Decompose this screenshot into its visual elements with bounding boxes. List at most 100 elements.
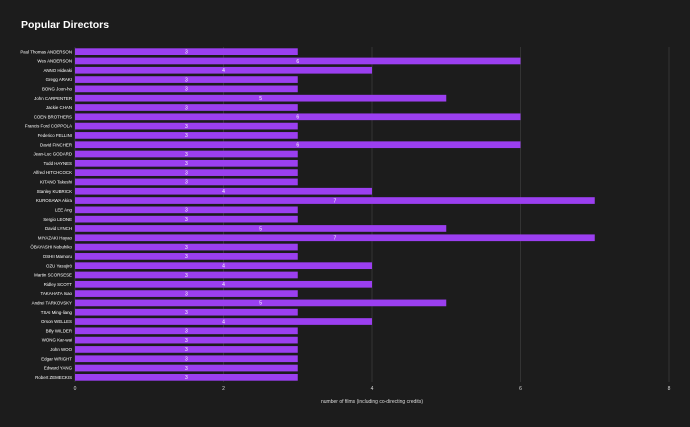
x-tick-label: 2 [222, 386, 225, 392]
category-label: TSAI Ming-liang [41, 310, 73, 315]
data-label: 3 [185, 366, 188, 372]
category-label: LEE Ang [55, 207, 73, 212]
category-label: Edgar WRIGHT [41, 356, 72, 361]
bar [75, 355, 298, 363]
category-label: ANNO Hideaki [43, 68, 72, 73]
category-label: Todd HAYNES [44, 161, 73, 166]
category-label: TAKAHATA Isao [41, 291, 73, 296]
data-label: 4 [222, 189, 225, 195]
bar [75, 178, 298, 186]
data-label: 3 [185, 338, 188, 344]
data-label: 3 [185, 208, 188, 214]
data-label: 3 [185, 87, 188, 93]
data-label: 3 [185, 152, 188, 158]
category-label: Sergio LEONE [43, 217, 72, 222]
data-label: 3 [185, 170, 188, 176]
data-label: 4 [222, 319, 225, 325]
bar [75, 76, 298, 83]
bar [75, 66, 372, 74]
bar [75, 327, 298, 335]
bar [75, 364, 298, 372]
bar [75, 243, 298, 251]
category-label: Francis Ford COPPOLA [25, 124, 72, 129]
category-label: OZU Yasujirō [46, 263, 73, 268]
category-label: OSHII Mamoru [43, 254, 73, 259]
bar [75, 197, 595, 204]
category-label: David LYNCH [45, 226, 72, 231]
data-label: 3 [185, 77, 188, 83]
chart-title: Popular Directors [21, 19, 110, 31]
category-label: Wes ANDERSON [37, 59, 72, 64]
category-label: Martin SCORSESE [34, 273, 72, 278]
data-label: 3 [185, 329, 188, 335]
category-label: Robert ZEMECKIS [35, 375, 72, 380]
bar [75, 280, 372, 288]
data-label: 7 [333, 236, 336, 242]
category-label: Paul Thomas ANDERSON [20, 49, 72, 54]
bar [75, 346, 298, 353]
bar [75, 215, 298, 223]
bar [75, 48, 298, 56]
category-label: KUROSAWA Akira [36, 198, 73, 203]
x-tick-label: 6 [519, 386, 522, 392]
category-label: Edward YANG [44, 366, 73, 371]
data-label: 3 [185, 245, 188, 251]
data-label: 3 [185, 273, 188, 279]
data-label: 6 [296, 115, 299, 121]
data-label: 3 [185, 254, 188, 260]
x-axis-label: number of films (including co-directing … [321, 399, 423, 405]
data-label: 5 [259, 96, 262, 102]
data-label: 5 [259, 301, 262, 307]
bar [75, 169, 298, 176]
bar [75, 187, 372, 195]
bar [75, 271, 298, 279]
bar [75, 104, 298, 111]
category-label: COEN BROTHERS [34, 114, 72, 119]
bar [75, 94, 447, 102]
category-label: Stanley KUBRICK [37, 189, 72, 194]
category-label: John CARPENTER [34, 96, 72, 101]
bar [75, 318, 372, 325]
data-label: 3 [185, 217, 188, 223]
data-label: 3 [185, 49, 188, 55]
bar [75, 299, 447, 307]
category-label: KITANO Takeshi [40, 180, 72, 185]
category-label: ŌBAYASHI Nobuhiko [30, 245, 72, 250]
bar [75, 308, 298, 316]
category-label: Federico FELLINI [38, 133, 72, 138]
x-tick-label: 8 [668, 386, 671, 392]
category-label: Alfred HITCHCOCK [33, 170, 72, 175]
data-label: 3 [185, 161, 188, 167]
bar [75, 159, 298, 167]
data-label: 3 [185, 180, 188, 186]
data-label: 3 [185, 357, 188, 363]
bar [75, 57, 521, 65]
bar [75, 336, 298, 344]
data-label: 4 [222, 68, 225, 74]
bar [75, 85, 298, 93]
bar [75, 122, 298, 130]
data-label: 3 [185, 124, 188, 130]
category-label: John WOO [50, 347, 72, 352]
data-label: 5 [259, 226, 262, 232]
category-label: Orson WELLES [41, 319, 72, 324]
bar [75, 234, 595, 242]
bar [75, 290, 298, 297]
data-label: 3 [185, 133, 188, 139]
category-label: Jackie CHAN [46, 105, 72, 110]
data-label: 4 [222, 263, 225, 269]
bar [75, 253, 298, 260]
data-label: 3 [185, 105, 188, 111]
bar [75, 132, 298, 139]
category-label: Andrei TARKOVSKY [32, 301, 72, 306]
bar [75, 225, 447, 232]
bar [75, 262, 372, 270]
data-label: 4 [222, 282, 225, 288]
data-label: 3 [185, 347, 188, 353]
bar [75, 150, 298, 158]
data-label: 3 [185, 291, 188, 297]
category-label: Billy WILDER [46, 328, 72, 333]
bar [75, 373, 298, 381]
bar [75, 206, 298, 214]
